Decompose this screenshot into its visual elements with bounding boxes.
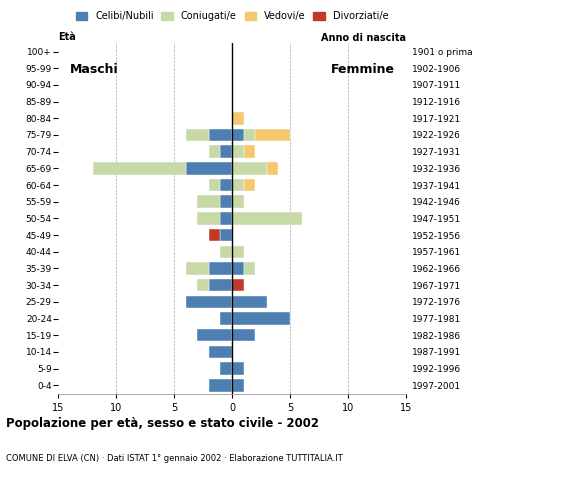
Text: Femmine: Femmine	[331, 63, 394, 76]
Bar	[220, 195, 232, 208]
Bar	[232, 145, 244, 158]
Bar	[232, 279, 244, 291]
Bar	[220, 362, 232, 375]
Bar	[220, 312, 232, 325]
Bar	[197, 195, 220, 208]
Text: Anno di nascita: Anno di nascita	[321, 33, 406, 43]
Bar	[209, 279, 232, 291]
Bar	[186, 129, 209, 141]
Bar	[93, 162, 186, 175]
Bar	[209, 145, 220, 158]
Bar	[232, 212, 302, 225]
Bar	[186, 262, 209, 275]
Bar	[220, 245, 232, 258]
Text: COMUNE DI ELVA (CN) · Dati ISTAT 1° gennaio 2002 · Elaborazione TUTTITALIA.IT: COMUNE DI ELVA (CN) · Dati ISTAT 1° genn…	[6, 454, 343, 463]
Bar	[232, 245, 244, 258]
Bar	[232, 162, 267, 175]
Text: Maschi: Maschi	[70, 63, 118, 76]
Bar	[244, 129, 255, 141]
Bar	[232, 329, 255, 341]
Bar	[244, 179, 255, 192]
Bar	[232, 362, 244, 375]
Legend: Celibi/Nubili, Coniugati/e, Vedovi/e, Divorziati/e: Celibi/Nubili, Coniugati/e, Vedovi/e, Di…	[74, 10, 390, 24]
Bar	[197, 279, 209, 291]
Bar	[267, 162, 278, 175]
Bar	[232, 179, 244, 192]
Bar	[197, 212, 220, 225]
Bar	[186, 162, 232, 175]
Bar	[244, 145, 255, 158]
Bar	[244, 262, 255, 275]
Bar	[209, 346, 232, 358]
Bar	[255, 129, 290, 141]
Bar	[220, 179, 232, 192]
Bar	[232, 112, 244, 124]
Text: Popolazione per età, sesso e stato civile - 2002: Popolazione per età, sesso e stato civil…	[6, 417, 319, 430]
Bar	[232, 262, 244, 275]
Bar	[197, 329, 232, 341]
Text: Età: Età	[58, 32, 76, 42]
Bar	[232, 312, 290, 325]
Bar	[220, 145, 232, 158]
Bar	[220, 212, 232, 225]
Bar	[232, 296, 267, 308]
Bar	[186, 296, 232, 308]
Bar	[209, 129, 232, 141]
Bar	[232, 379, 244, 392]
Bar	[209, 229, 220, 241]
Bar	[209, 379, 232, 392]
Bar	[220, 229, 232, 241]
Bar	[232, 129, 244, 141]
Bar	[209, 262, 232, 275]
Bar	[232, 195, 244, 208]
Bar	[209, 179, 220, 192]
